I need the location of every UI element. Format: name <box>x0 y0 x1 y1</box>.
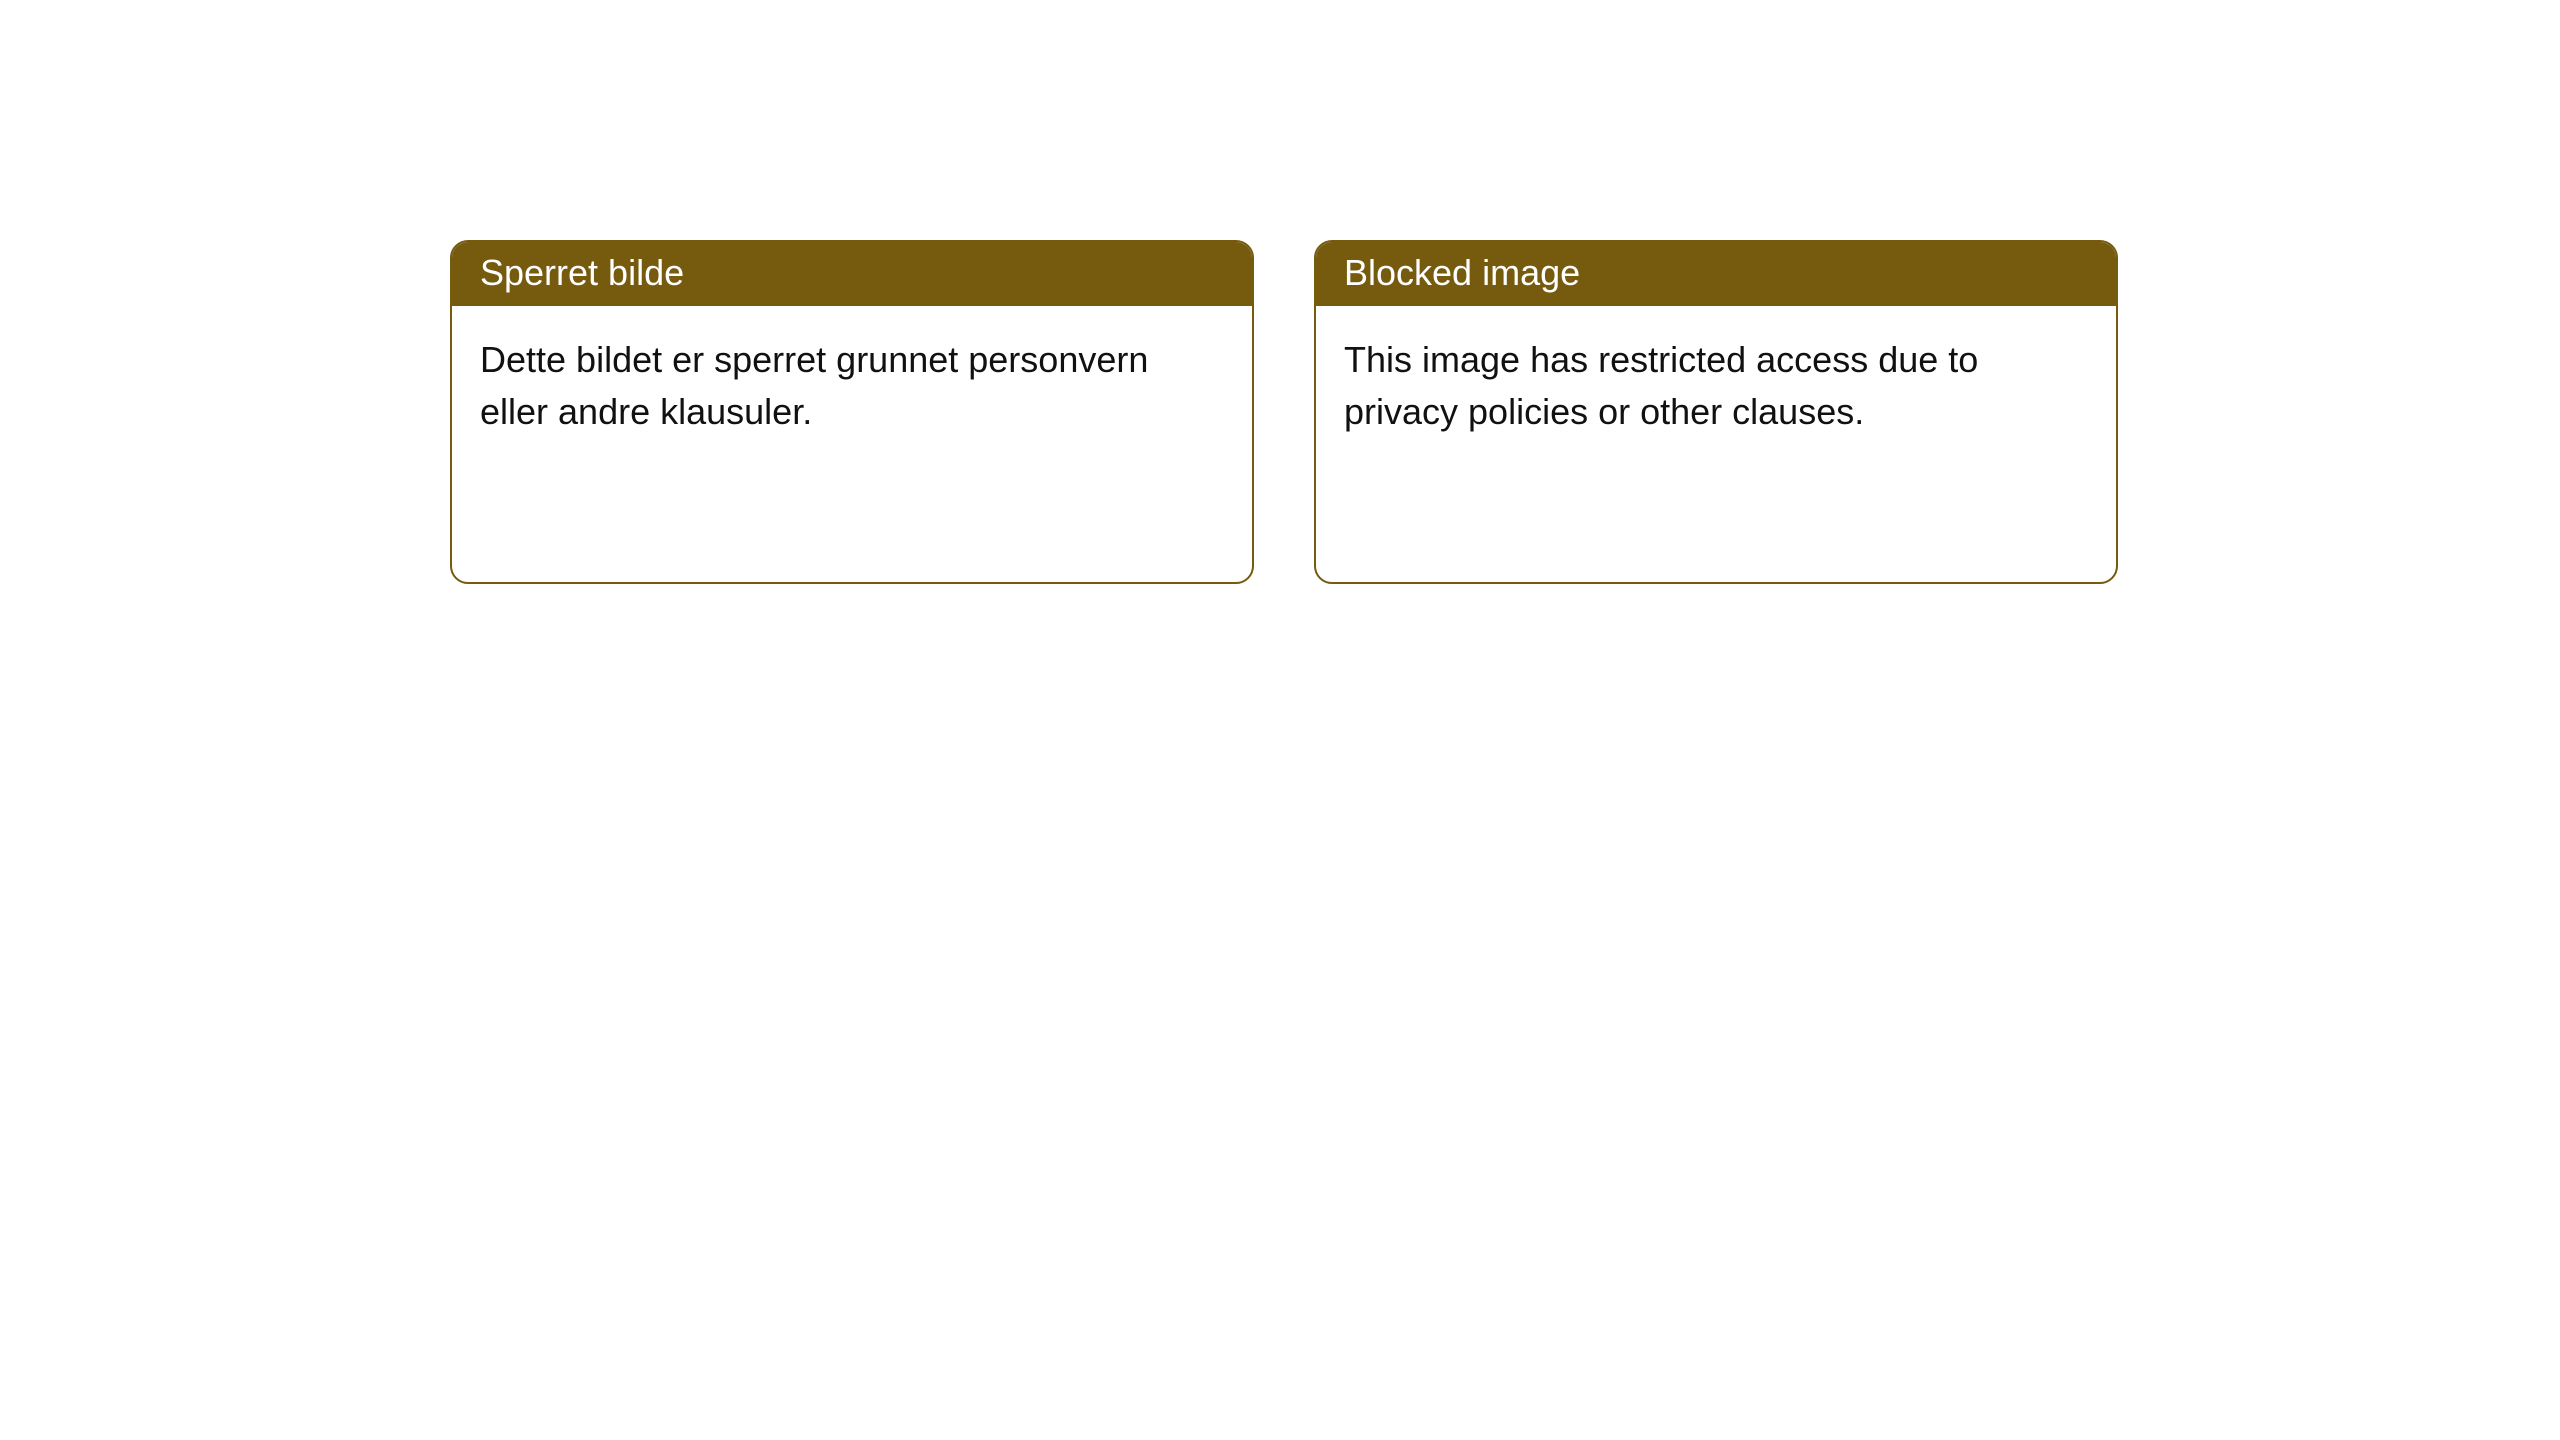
card-title: Blocked image <box>1316 242 2116 306</box>
card-body: This image has restricted access due to … <box>1316 306 2116 582</box>
notice-card-norwegian: Sperret bilde Dette bildet er sperret gr… <box>450 240 1254 584</box>
notice-card-english: Blocked image This image has restricted … <box>1314 240 2118 584</box>
card-body: Dette bildet er sperret grunnet personve… <box>452 306 1252 582</box>
card-title: Sperret bilde <box>452 242 1252 306</box>
notice-container: Sperret bilde Dette bildet er sperret gr… <box>0 0 2560 584</box>
